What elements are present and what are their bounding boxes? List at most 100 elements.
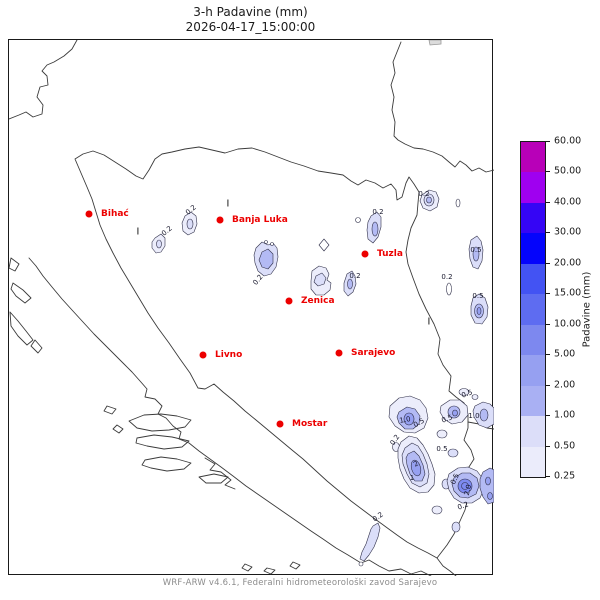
city-label: Bihać [101, 209, 129, 219]
island [112, 424, 124, 434]
contour-value-label: 1.0 [468, 412, 480, 420]
colorbar-tick-line [546, 354, 550, 356]
city-dot-icon [361, 250, 369, 258]
colorbar-segment [521, 385, 545, 417]
footer-credit: WRF-ARW v4.6.1, Federalni hidrometeorolo… [162, 578, 438, 588]
island [128, 413, 192, 432]
lake-patch [428, 40, 442, 46]
border-montenegro-coast [436, 557, 457, 576]
contour-value-label: 0.5 [472, 292, 484, 300]
city-marker [335, 349, 343, 357]
contour-value-label: 0.2 [372, 208, 384, 216]
city-dot-icon [85, 210, 93, 218]
colorbar-segment [521, 172, 545, 203]
contour-value-label: 0.5 [470, 246, 482, 254]
contour-value-label: 0.5 [460, 388, 474, 400]
colorbar-tick-line [546, 293, 550, 295]
colorbar-segment [521, 446, 545, 477]
city-dot-icon [276, 420, 284, 428]
city-label: Mostar [292, 419, 328, 429]
contour-value-label: 0.5 [449, 472, 461, 486]
contour-fragment-mark [137, 227, 139, 235]
colorbar-tick-line [546, 232, 550, 234]
map-panel: Bihać Banja Luka Tuzla Zenica Livno Sarajevo M… [8, 39, 494, 576]
colorbar-segment [521, 233, 545, 264]
colorbar-tick-label: 5.00 [554, 348, 576, 360]
city-marker [199, 351, 207, 359]
island [198, 473, 229, 484]
city-label: Sarajevo [351, 348, 396, 358]
colorbar-tick-line [546, 476, 550, 477]
colorbar-segment [521, 416, 545, 447]
colorbar-tick-line [546, 323, 550, 325]
colorbar-tick-line [546, 415, 550, 417]
contour-fragment-mark [428, 317, 430, 325]
colorbar-tick-line [546, 262, 550, 264]
peninsula-peljesac [204, 457, 236, 490]
island [30, 339, 43, 354]
colorbar-tick-label: 2.00 [554, 379, 576, 391]
contour-value-label: 1.0 [398, 415, 412, 425]
city-label: Zenica [301, 296, 335, 306]
colorbar-axis-label-text: Padavine (mm) [581, 271, 593, 348]
colorbar-tick-line [546, 141, 550, 142]
colorbar-tick-line [546, 384, 550, 386]
colorbar-segment [521, 263, 545, 295]
city-marker [285, 297, 293, 305]
city-marker [216, 216, 224, 224]
island [141, 456, 192, 472]
contour-value-label: 0.5 [436, 445, 448, 453]
island [9, 311, 34, 346]
contour-value-label: 0.2 [349, 272, 361, 280]
border-bosnia [74, 146, 475, 559]
colorbar-axis-label: Padavine (mm) [578, 141, 596, 478]
contour-value-label: 0.2 [388, 433, 402, 447]
colorbar-tick-line [546, 201, 550, 203]
island [103, 405, 117, 415]
title-line-1: 3-h Padavine (mm) [193, 5, 308, 19]
country-borders [9, 40, 494, 576]
colorbar-segment [521, 355, 545, 386]
plot-title: 3-h Padavine (mm) 2026-04-17_15:00:00 [8, 5, 493, 35]
map-svg [9, 40, 494, 576]
contour-value-label: 1 [409, 474, 415, 482]
precip-contours [151, 189, 494, 567]
contour-value-label: 0.5 [412, 416, 426, 430]
contour-value-label: 0.2 [441, 273, 453, 281]
border-northeast [390, 41, 494, 173]
contour-value-label: 0.2 [418, 190, 430, 198]
contour-value-label: 0.2 [456, 500, 470, 512]
city-marker [361, 250, 369, 258]
contour-value-label: 2 [412, 459, 420, 469]
contour-value-label: 0.2 [184, 203, 198, 217]
city-dot-icon [335, 349, 343, 357]
island [263, 567, 276, 575]
city-label: Tuzla [377, 249, 403, 259]
contour-fragment-mark [227, 199, 229, 207]
city-label: Banja Luka [232, 215, 288, 225]
colorbar-segment [521, 142, 545, 173]
city-marker [276, 420, 284, 428]
border-northwest [9, 40, 78, 120]
contour-value-label: 0.5 [440, 413, 454, 425]
coastline [28, 257, 432, 576]
contour-value-label: 0.2 [251, 273, 265, 287]
island [10, 282, 32, 304]
island [289, 561, 301, 570]
city-label: Livno [215, 350, 243, 360]
contour-value-label: 0.2 [371, 510, 385, 524]
title-line-2: 2026-04-17_15:00:00 [185, 20, 316, 34]
colorbar-segment [521, 202, 545, 234]
colorbar [520, 141, 546, 478]
city-dot-icon [199, 351, 207, 359]
map-overlay: Bihać Banja Luka Tuzla Zenica Livno Sarajevo M… [9, 40, 492, 574]
colorbar-tick-label: 1.00 [554, 409, 576, 421]
colorbar-tick-label: 0.50 [554, 440, 576, 452]
colorbar-segment [521, 294, 545, 325]
city-marker [85, 210, 93, 218]
colorbar-segment [521, 324, 545, 356]
colorbar-tick-line [546, 171, 550, 173]
island [135, 434, 190, 450]
island [241, 563, 253, 572]
city-dot-icon [285, 297, 293, 305]
